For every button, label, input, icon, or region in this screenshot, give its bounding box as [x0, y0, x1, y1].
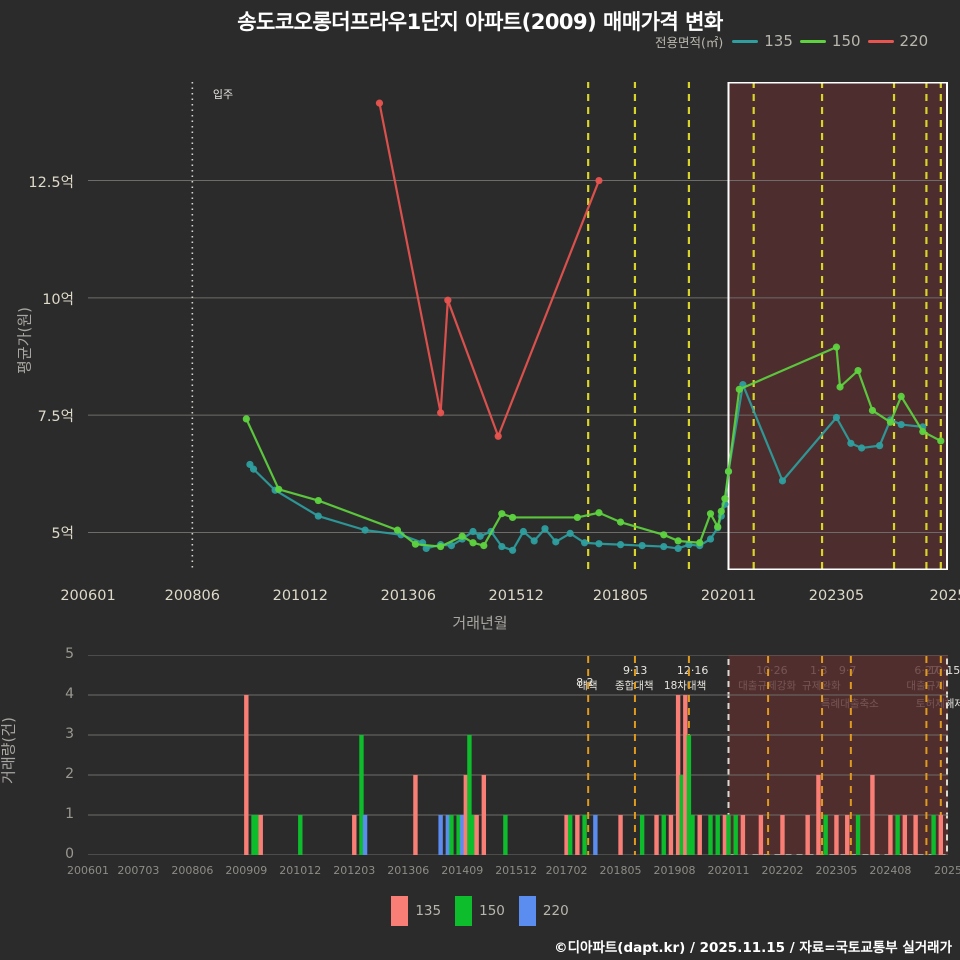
vol-legend-item-150[interactable]: 150	[455, 896, 505, 926]
main-y-tick: 5억	[51, 526, 74, 543]
volume-x-tick: 201805	[599, 864, 642, 877]
volume-y-tick: 2	[65, 766, 74, 782]
volume-x-tick: 200703	[117, 864, 160, 877]
legend-label-150: 150	[831, 32, 861, 50]
volume-x-tick: 201512	[495, 864, 538, 877]
move-in-marker-label: 입주	[212, 88, 234, 101]
policy-date: 8·2	[576, 676, 594, 689]
price-legend: 전용면적(㎡) 135 150 220	[655, 30, 928, 52]
legend-swatch-150	[799, 39, 826, 43]
volume-x-tick: 202305	[815, 864, 858, 877]
legend-title: 전용면적(㎡)	[655, 34, 724, 50]
main-x-tick: 202305	[808, 588, 865, 604]
volume-x-tick: 201908	[653, 864, 696, 877]
main-x-tick: 202011	[700, 588, 757, 604]
volume-x-tick: 202011	[707, 864, 750, 877]
main-x-tick: 201805	[592, 588, 649, 604]
vol-legend-swatch-150	[455, 896, 473, 926]
volume-y-tick: 0	[65, 846, 74, 862]
legend-label-135: 135	[764, 32, 793, 50]
legend-label-220: 220	[899, 32, 929, 50]
policy-name: 18차대책	[663, 680, 707, 692]
volume-y-tick: 3	[65, 726, 74, 742]
volume-y-tick: 1	[65, 806, 74, 822]
vol-legend-label-135: 135	[415, 903, 442, 919]
legend-item-220[interactable]: 220	[867, 32, 929, 50]
volume-legend: 135 150 220	[0, 896, 960, 926]
volume-x-tick: 201203	[333, 864, 376, 877]
policy-date: 12·16	[676, 664, 709, 677]
footer-credit: ©디아파트(dapt.kr) / 2025.11.15 / 자료=국토교통부 실…	[554, 940, 952, 956]
main-x-tick: 200601	[60, 588, 116, 604]
volume-x-tick: 200806	[171, 864, 214, 877]
main-y-tick: 12.5억	[28, 174, 74, 191]
volume-x-tick: 2025	[934, 864, 960, 877]
volume-x-tick: 201306	[387, 864, 430, 877]
volume-y-tick: 4	[65, 686, 74, 702]
main-x-tick: 2025	[929, 588, 960, 604]
volume-x-tick: 201409	[441, 864, 484, 877]
volume-x-tick: 201012	[279, 864, 322, 877]
vol-legend-swatch-220	[518, 896, 536, 926]
legend-item-150[interactable]: 150	[799, 32, 861, 50]
volume-x-tick: 202408	[869, 864, 912, 877]
vol-legend-item-220[interactable]: 220	[518, 896, 569, 926]
main-x-tick: 200806	[164, 588, 221, 604]
main-x-tick: 201306	[380, 588, 436, 604]
vol-legend-label-150: 150	[479, 903, 505, 919]
main-x-tick: 201012	[272, 588, 328, 604]
legend-swatch-135	[732, 39, 759, 43]
price-line-chart[interactable]	[88, 82, 948, 570]
vol-legend-swatch-135	[391, 896, 409, 926]
volume-x-tick: 201702	[545, 864, 588, 877]
legend-swatch-220	[867, 39, 894, 43]
volume-x-tick: 202202	[761, 864, 804, 877]
legend-item-135[interactable]: 135	[732, 32, 793, 50]
volume-x-tick: 200909	[225, 864, 268, 877]
vol-legend-label-220: 220	[542, 903, 569, 919]
main-y-tick: 7.5억	[37, 409, 74, 426]
main-x-axis-label: 거래년월	[452, 614, 508, 632]
volume-y-axis-label: 거래량(건)	[0, 717, 18, 784]
page-title: 송도코오롱더프라우1단지 아파트(2009) 매매가격 변화	[237, 10, 723, 34]
volume-bar-chart[interactable]	[88, 655, 948, 855]
volume-y-tick: 5	[65, 646, 74, 662]
vol-legend-item-135[interactable]: 135	[391, 896, 441, 926]
volume-x-tick: 200601	[67, 864, 109, 877]
main-y-tick: 10억	[42, 291, 74, 308]
main-x-tick: 201512	[488, 588, 544, 604]
